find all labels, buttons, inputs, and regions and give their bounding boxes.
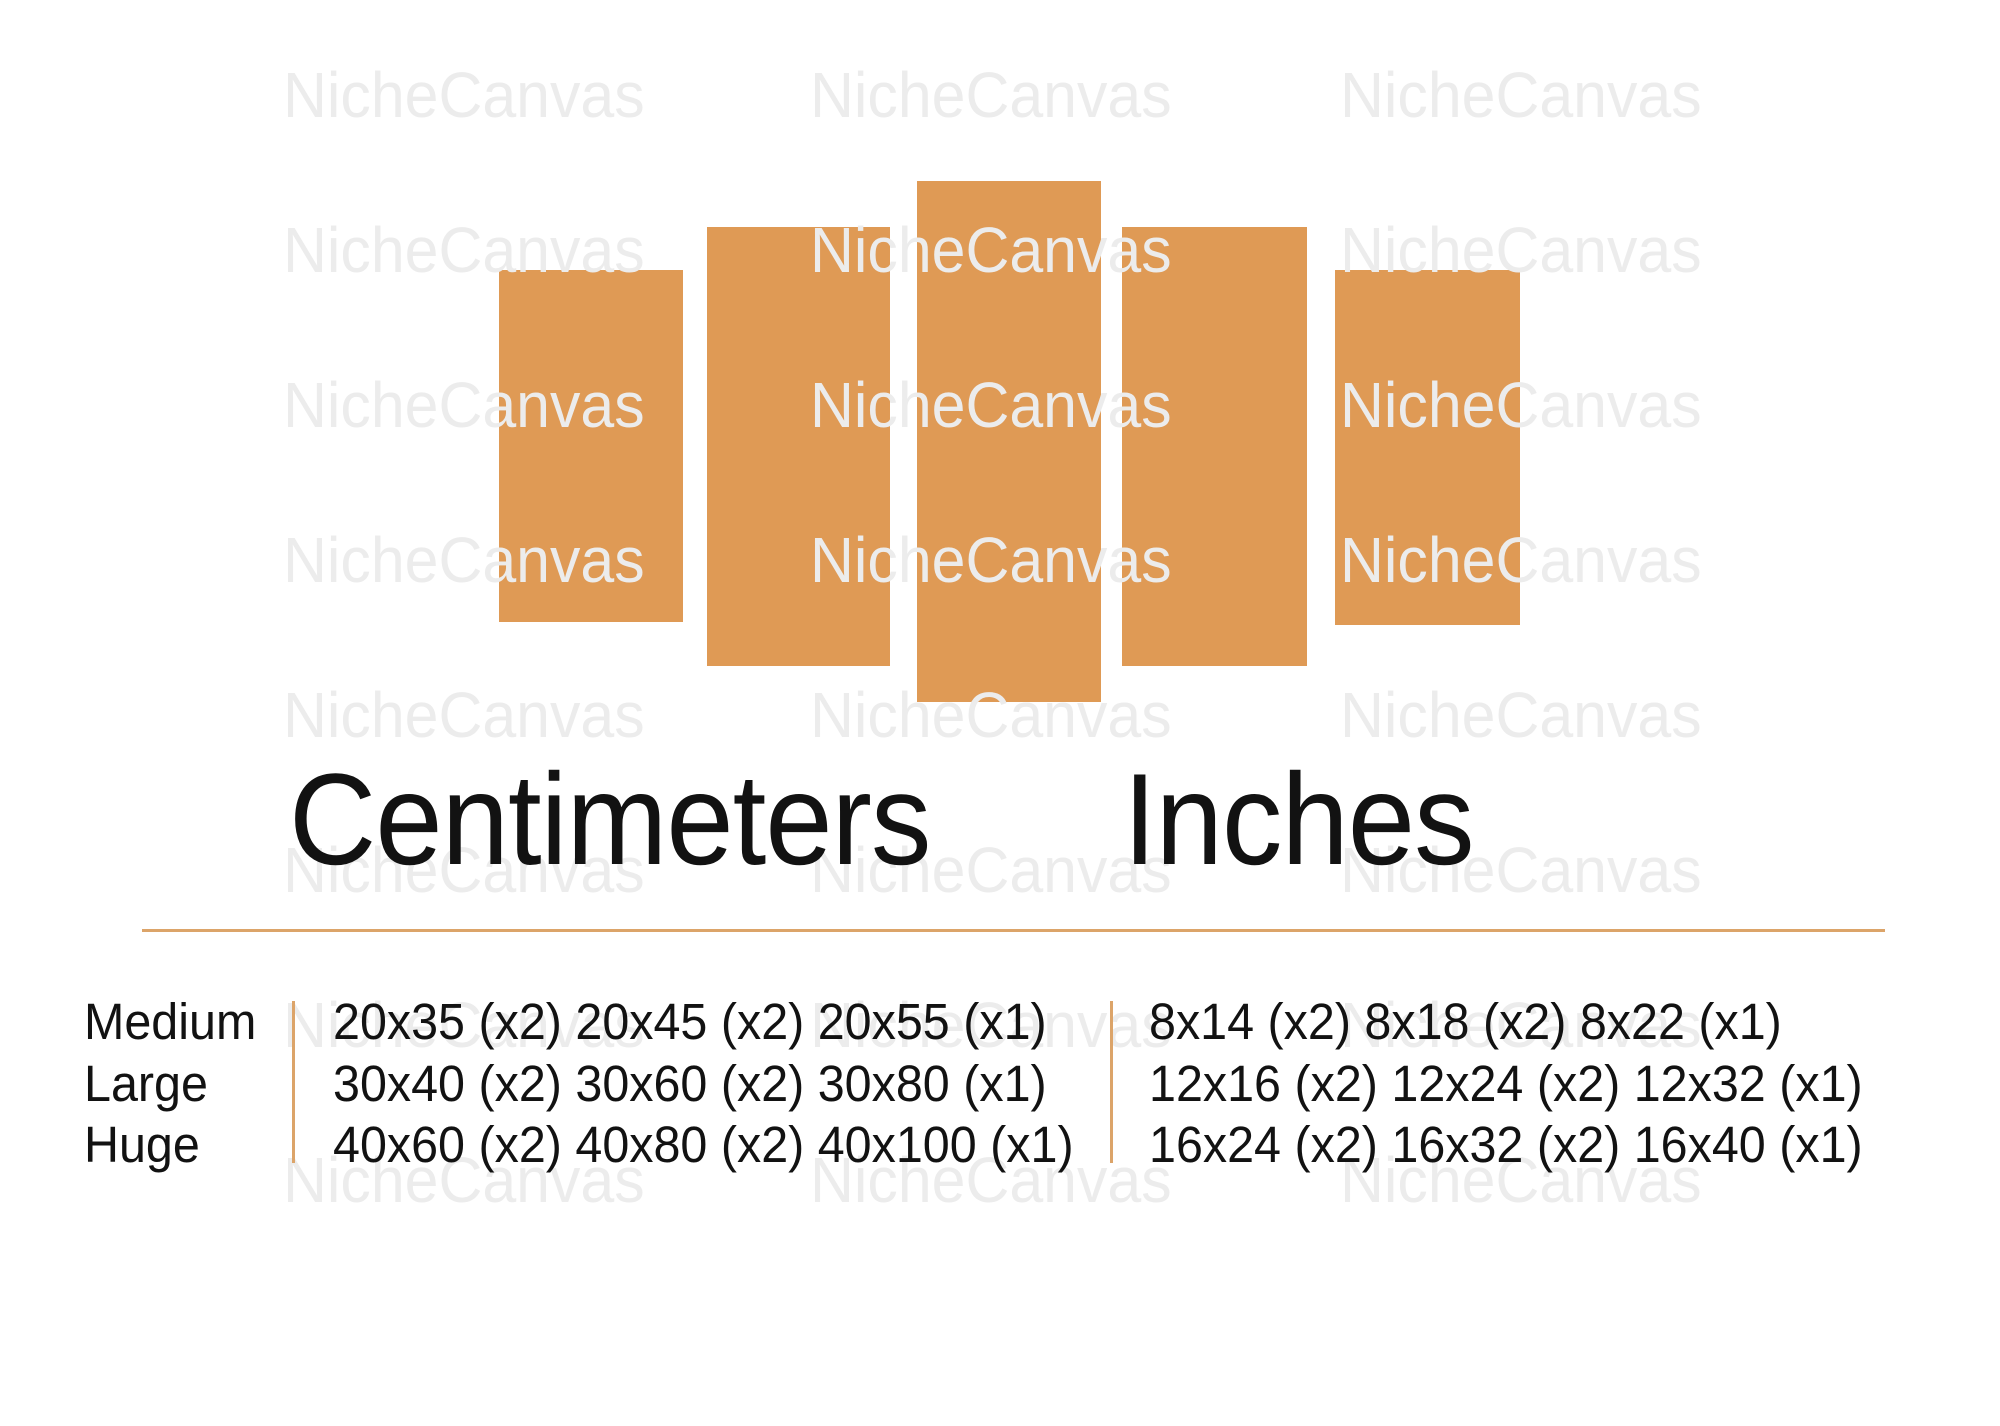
watermark-text: NicheCanvas (1340, 59, 1702, 131)
canvas-panel-3 (917, 181, 1101, 702)
canvas-panel-5 (1335, 270, 1520, 625)
inches-dimensions-medium: 8x14 (x2) 8x18 (x2) 8x22 (x1) (1149, 993, 1782, 1050)
inches-dimensions-large: 12x16 (x2) 12x24 (x2) 12x32 (x1) (1149, 1054, 1863, 1112)
centimeters-heading: Centimeters (289, 746, 931, 892)
inches-column-divider (1110, 1001, 1113, 1163)
canvas-panel-4 (1122, 227, 1307, 666)
cm-column-divider (292, 1001, 295, 1163)
heading-divider-line (142, 929, 1885, 932)
size-label-large: Large (84, 1054, 208, 1112)
canvas-panel-1 (499, 270, 683, 622)
size-label-huge: Huge (84, 1116, 200, 1173)
watermark-text: NicheCanvas (810, 59, 1172, 131)
watermark-text: NicheCanvas (283, 59, 645, 131)
watermark-text: NicheCanvas (283, 679, 645, 751)
cm-dimensions-medium: 20x35 (x2) 20x45 (x2) 20x55 (x1) (333, 993, 1047, 1050)
cm-dimensions-column: 20x35 (x2) 20x45 (x2) 20x55 (x1) 30x40 (… (333, 991, 1074, 1176)
canvas-panel-2 (707, 227, 890, 666)
cm-dimensions-huge: 40x60 (x2) 40x80 (x2) 40x100 (x1) (333, 1116, 1074, 1173)
watermark-text: NicheCanvas (1340, 679, 1702, 751)
inches-dimensions-column: 8x14 (x2) 8x18 (x2) 8x22 (x1) 12x16 (x2)… (1149, 991, 1863, 1176)
size-label-medium: Medium (84, 993, 257, 1050)
inches-dimensions-huge: 16x24 (x2) 16x32 (x2) 16x40 (x1) (1149, 1116, 1863, 1173)
size-label-column: Medium Large Huge (84, 991, 256, 1176)
cm-dimensions-large: 30x40 (x2) 30x60 (x2) 30x80 (x1) (333, 1054, 1047, 1112)
inches-heading: Inches (1123, 746, 1475, 892)
